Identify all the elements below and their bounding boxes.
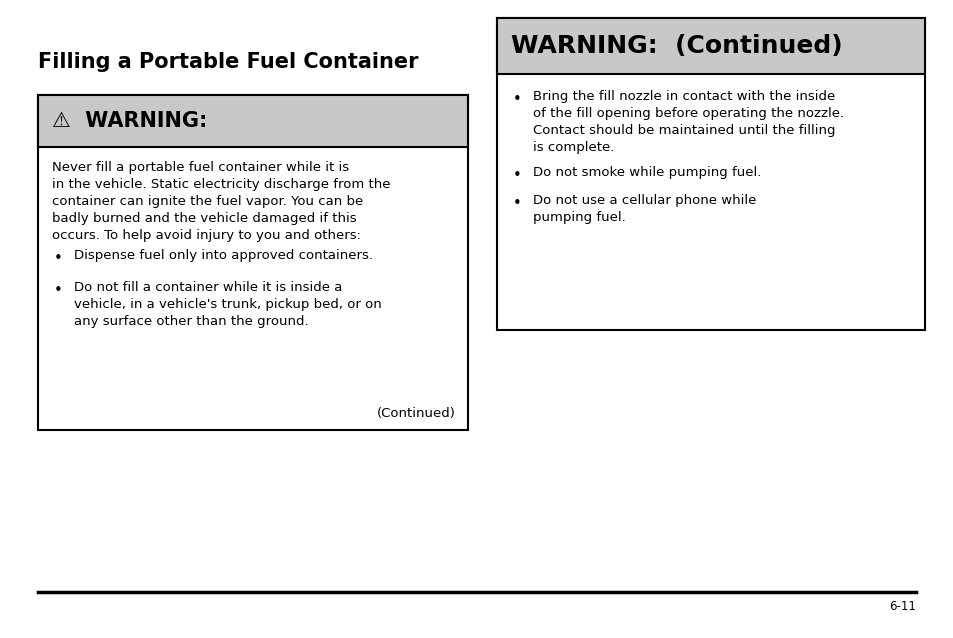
Bar — [497, 18, 924, 330]
Text: (Continued): (Continued) — [376, 407, 456, 420]
Text: WARNING:  (Continued): WARNING: (Continued) — [511, 34, 841, 58]
Bar — [497, 18, 924, 74]
Text: Do not fill a container while it is inside a
vehicle, in a vehicle's trunk, pick: Do not fill a container while it is insi… — [74, 281, 381, 328]
Bar — [38, 95, 468, 147]
Text: ⚠  WARNING:: ⚠ WARNING: — [52, 111, 207, 131]
Text: 6-11: 6-11 — [888, 600, 915, 613]
Text: •: • — [54, 251, 63, 266]
Text: Do not smoke while pumping fuel.: Do not smoke while pumping fuel. — [533, 166, 760, 179]
Text: Dispense fuel only into approved containers.: Dispense fuel only into approved contain… — [74, 249, 373, 262]
Text: •: • — [513, 92, 521, 107]
Text: Filling a Portable Fuel Container: Filling a Portable Fuel Container — [38, 52, 418, 72]
Bar — [38, 95, 468, 430]
Text: •: • — [513, 168, 521, 183]
Text: Never fill a portable fuel container while it is
in the vehicle. Static electric: Never fill a portable fuel container whi… — [52, 161, 390, 242]
Text: Do not use a cellular phone while
pumping fuel.: Do not use a cellular phone while pumpin… — [533, 194, 756, 224]
Text: •: • — [54, 283, 63, 298]
Text: Bring the fill nozzle in contact with the inside
of the fill opening before oper: Bring the fill nozzle in contact with th… — [533, 90, 843, 154]
Text: •: • — [513, 196, 521, 211]
